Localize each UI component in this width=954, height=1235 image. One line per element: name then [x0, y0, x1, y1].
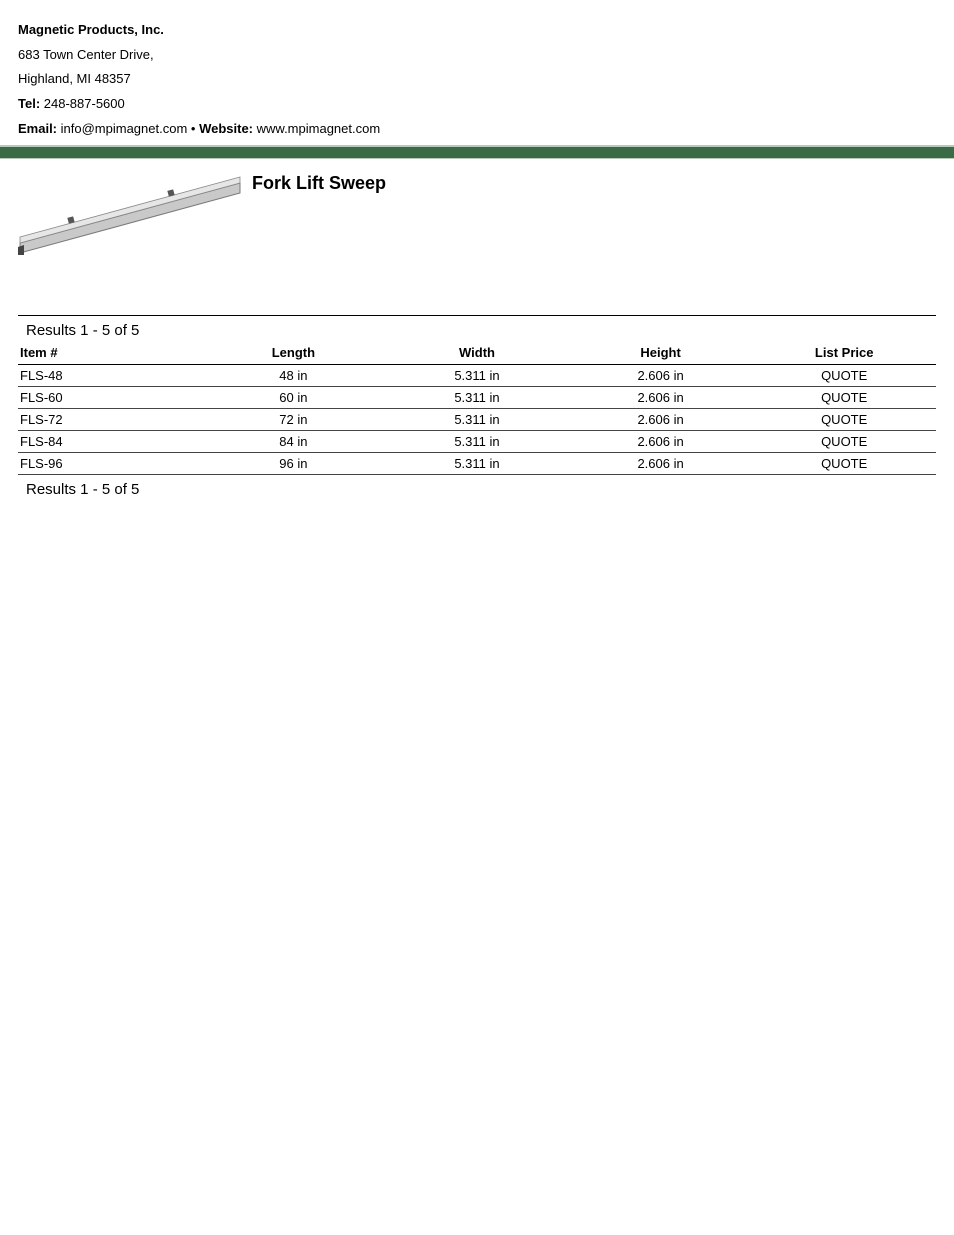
tel-label: Tel: — [18, 96, 40, 111]
table-header-row: Item # Length Width Height List Price — [18, 343, 936, 365]
website-value: www.mpimagnet.com — [257, 121, 381, 136]
cell-width: 5.311 in — [385, 453, 569, 475]
table-row: FLS-6060 in5.311 in2.606 inQUOTE — [18, 387, 936, 409]
cell-height: 2.606 in — [569, 431, 753, 453]
cell-height: 2.606 in — [569, 365, 753, 387]
cell-width: 5.311 in — [385, 409, 569, 431]
company-name: Magnetic Products, Inc. — [18, 18, 936, 43]
website-label: Website: — [199, 121, 253, 136]
cell-price: QUOTE — [752, 453, 936, 475]
cell-price: QUOTE — [752, 431, 936, 453]
cell-item: FLS-96 — [18, 453, 202, 475]
product-image — [18, 165, 242, 255]
cell-length: 48 in — [202, 365, 386, 387]
col-header-item: Item # — [18, 343, 202, 365]
cell-price: QUOTE — [752, 387, 936, 409]
col-header-height: Height — [569, 343, 753, 365]
email-value: info@mpimagnet.com — [61, 121, 188, 136]
cell-item: FLS-60 — [18, 387, 202, 409]
cell-length: 72 in — [202, 409, 386, 431]
table-row: FLS-8484 in5.311 in2.606 inQUOTE — [18, 431, 936, 453]
cell-width: 5.311 in — [385, 387, 569, 409]
col-header-width: Width — [385, 343, 569, 365]
email-label: Email: — [18, 121, 57, 136]
col-header-length: Length — [202, 343, 386, 365]
results-caption-top: Results 1 - 5 of 5 — [18, 316, 936, 343]
address-line-1: 683 Town Center Drive, — [18, 43, 936, 68]
fork-lift-sweep-icon — [18, 165, 242, 255]
cell-length: 60 in — [202, 387, 386, 409]
results-caption-bottom: Results 1 - 5 of 5 — [18, 475, 936, 502]
results-table: Item # Length Width Height List Price FL… — [18, 343, 936, 475]
cell-length: 96 in — [202, 453, 386, 475]
cell-width: 5.311 in — [385, 431, 569, 453]
cell-item: FLS-84 — [18, 431, 202, 453]
address-line-2: Highland, MI 48357 — [18, 67, 936, 92]
cell-height: 2.606 in — [569, 453, 753, 475]
cell-price: QUOTE — [752, 365, 936, 387]
cell-item: FLS-48 — [18, 365, 202, 387]
divider-bar — [0, 145, 954, 159]
product-title: Fork Lift Sweep — [252, 173, 386, 194]
company-header: Magnetic Products, Inc. 683 Town Center … — [18, 18, 936, 141]
contact-separator: • — [187, 121, 199, 136]
cell-height: 2.606 in — [569, 409, 753, 431]
cell-length: 84 in — [202, 431, 386, 453]
table-row: FLS-9696 in5.311 in2.606 inQUOTE — [18, 453, 936, 475]
contact-line: Email: info@mpimagnet.com • Website: www… — [18, 117, 936, 142]
cell-height: 2.606 in — [569, 387, 753, 409]
cell-width: 5.311 in — [385, 365, 569, 387]
col-header-price: List Price — [752, 343, 936, 365]
cell-item: FLS-72 — [18, 409, 202, 431]
telephone-line: Tel: 248-887-5600 — [18, 92, 936, 117]
cell-price: QUOTE — [752, 409, 936, 431]
tel-value: 248-887-5600 — [44, 96, 125, 111]
table-row: FLS-7272 in5.311 in2.606 inQUOTE — [18, 409, 936, 431]
table-row: FLS-4848 in5.311 in2.606 inQUOTE — [18, 365, 936, 387]
